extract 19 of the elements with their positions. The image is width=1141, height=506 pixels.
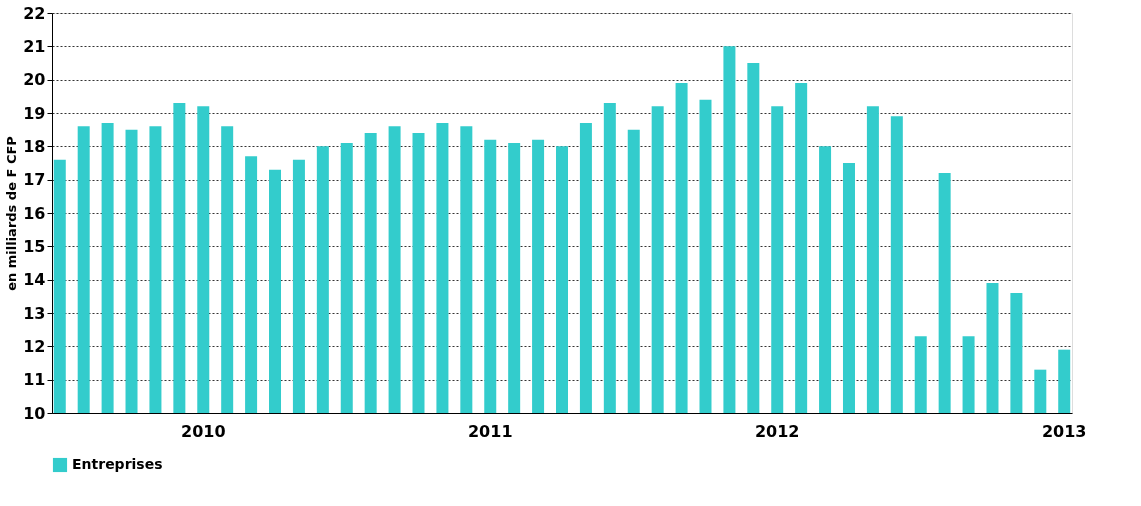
x-tick-label: 2010 — [181, 421, 226, 441]
y-axis-title: en milliards de F CFP — [4, 136, 20, 291]
y-tick-label: 20 — [23, 70, 46, 90]
y-tick-label: 10 — [23, 403, 46, 423]
y-tick-label: 18 — [23, 136, 46, 156]
y-tick-label: 14 — [23, 270, 46, 290]
x-tick-label: 2011 — [467, 421, 513, 441]
x-tick-label: 2012 — [754, 421, 800, 441]
y-tick-label: 17 — [23, 170, 46, 190]
y-tick-label: 15 — [23, 236, 46, 256]
legend-label: Entreprises — [72, 456, 163, 472]
y-tick-label: 22 — [23, 3, 46, 23]
x-tick-label: 2013 — [1041, 421, 1087, 441]
y-tick-label: 21 — [23, 36, 46, 56]
y-tick-label: 19 — [23, 103, 46, 123]
y-tick-label: 13 — [23, 303, 46, 323]
y-tick-label: 12 — [23, 336, 46, 356]
y-tick-label: 16 — [23, 203, 46, 223]
y-tick-label: 11 — [23, 370, 46, 390]
